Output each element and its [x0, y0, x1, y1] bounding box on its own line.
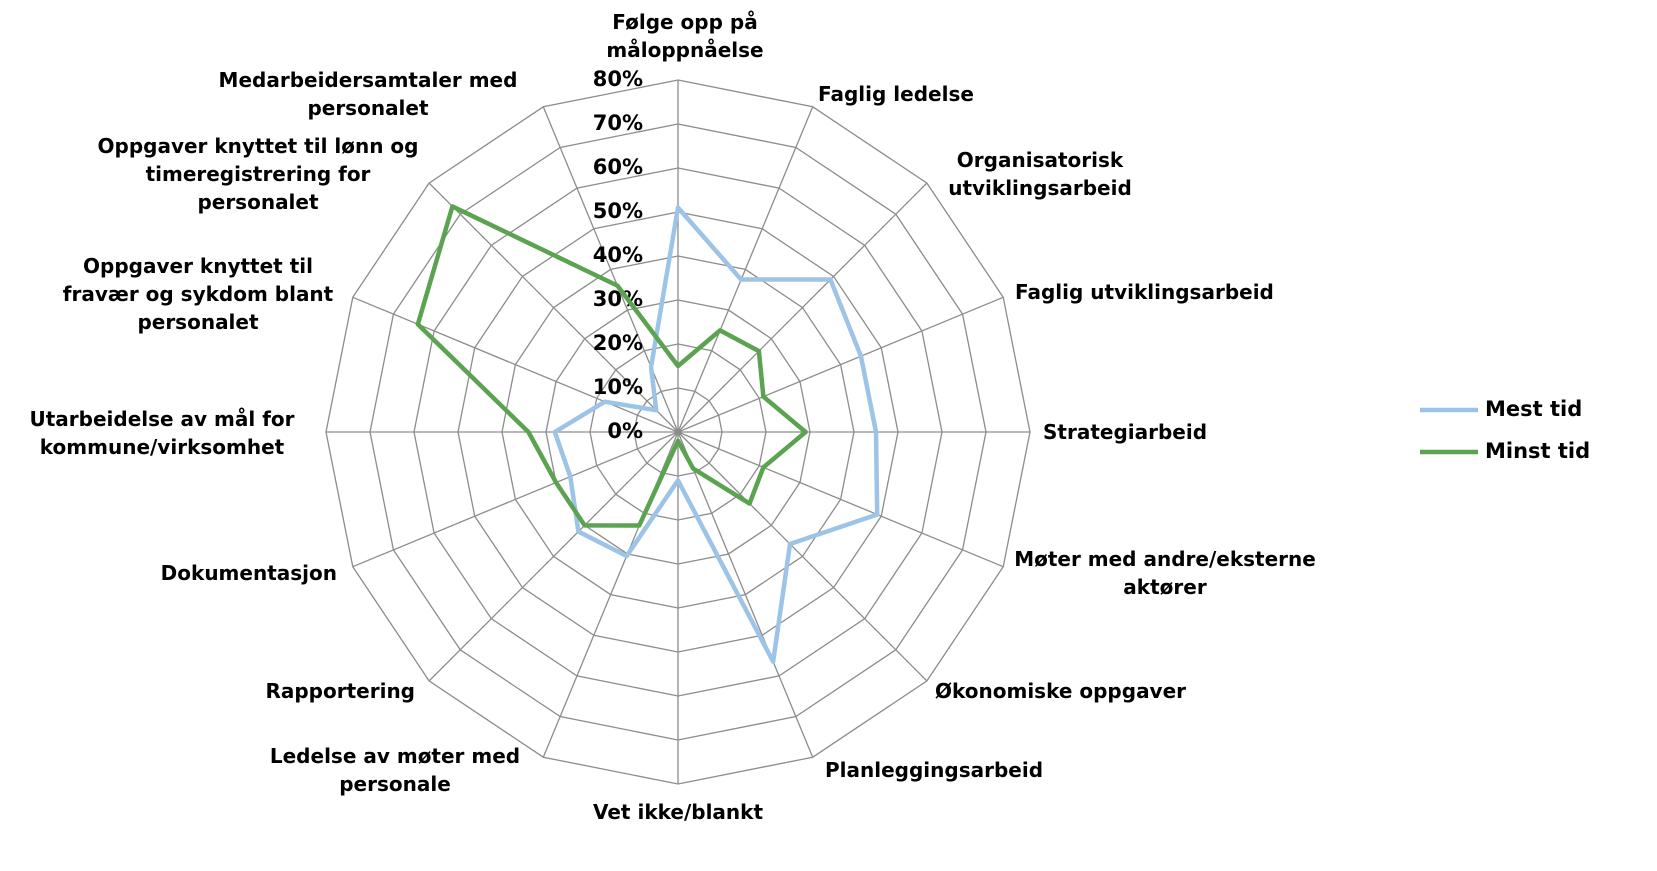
y-tick-label: 20%	[593, 331, 643, 355]
category-label: Oppgaver knyttet til fravær og sykdom bl…	[62, 254, 334, 334]
category-label: Medarbeidersamtaler med personalet	[218, 68, 518, 120]
spoke	[677, 431, 1004, 568]
category-label: Strategiarbeid	[1043, 420, 1208, 444]
spoke	[428, 431, 679, 682]
y-tick-label: 0%	[607, 419, 643, 443]
legend-label: Minst tid	[1485, 439, 1590, 463]
y-tick-label: 50%	[593, 199, 643, 223]
category-label: Møter med andre/eksterne aktører	[1014, 547, 1316, 599]
category-label: Vet ikke/blankt	[592, 800, 764, 824]
spoke	[677, 296, 1004, 433]
category-label: Ledelse av møter med personale	[269, 744, 521, 796]
category-label: Dokumentasjon	[160, 561, 337, 585]
category-label: Planleggingsarbeid	[825, 758, 1044, 782]
spoke	[677, 431, 928, 682]
spoke	[677, 106, 814, 433]
category-label: Faglig utviklingsarbeid	[1015, 280, 1274, 304]
y-tick-label: 70%	[593, 111, 643, 135]
spoke	[677, 182, 928, 433]
category-label: Organisatorisk utviklingsarbeid	[948, 148, 1132, 200]
y-tick-label: 40%	[593, 243, 643, 267]
spoke	[428, 182, 679, 433]
category-label: Rapportering	[265, 679, 415, 703]
category-label: Utarbeidelse av mål for kommune/virksomh…	[29, 407, 295, 459]
legend-label: Mest tid	[1485, 397, 1582, 421]
y-tick-label: 60%	[593, 155, 643, 179]
spoke	[352, 431, 679, 568]
series-line	[552, 205, 880, 664]
y-tick-label: 10%	[593, 375, 643, 399]
spoke	[352, 296, 679, 433]
category-label: Faglig ledelse	[818, 82, 974, 106]
y-tick-label: 80%	[593, 67, 643, 91]
spoke	[542, 106, 679, 433]
series-line	[415, 204, 808, 528]
spoke	[677, 431, 814, 758]
category-label: Økonomiske oppgaver	[935, 679, 1187, 703]
category-label: Oppgaver knyttet til lønn og timeregistr…	[97, 134, 419, 214]
category-label: Følge opp på måloppnåelse	[606, 10, 764, 62]
